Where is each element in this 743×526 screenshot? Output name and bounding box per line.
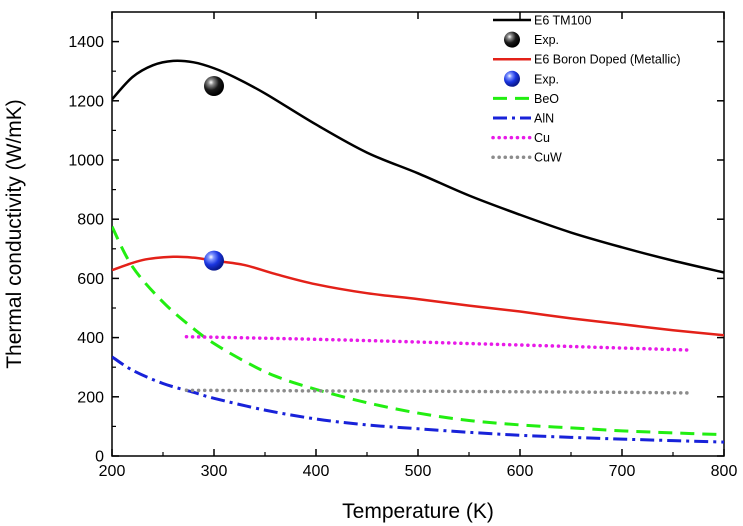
series-line-e6-tm100 xyxy=(112,59,724,274)
x-tick-label-200: 200 xyxy=(99,463,126,480)
x-tick-label-500: 500 xyxy=(405,463,432,480)
legend-swatch-exp-3 xyxy=(504,70,520,87)
legend-label-exp: Exp. xyxy=(534,33,559,47)
x-tick-label-800: 800 xyxy=(711,463,738,480)
series-line-beo xyxy=(112,225,724,437)
x-tick-label-300: 300 xyxy=(201,463,228,480)
y-tick-label-1400: 1400 xyxy=(68,34,104,51)
legend-label-beo: BeO xyxy=(534,92,559,106)
y-tick-label-400: 400 xyxy=(77,330,104,347)
y-tick-label-1000: 1000 xyxy=(68,153,104,170)
y-tick-label-0: 0 xyxy=(95,449,104,466)
x-tick-label-400: 400 xyxy=(303,463,330,480)
y-tick-label-200: 200 xyxy=(77,389,104,406)
x-tick-label-600: 600 xyxy=(507,463,534,480)
y-tick-label-600: 600 xyxy=(77,271,104,288)
legend-label-exp: Exp. xyxy=(534,72,559,86)
series-line-aln xyxy=(112,355,724,444)
series-line-cuw xyxy=(184,388,691,395)
legend-label-cuw: CuW xyxy=(534,151,562,165)
series-line-e6-boron-doped-metallic xyxy=(112,255,724,337)
exp-point-1-0 xyxy=(204,76,224,96)
x-tick-label-700: 700 xyxy=(609,463,636,480)
y-axis-title: Thermal conductivity (W/mK) xyxy=(3,99,26,369)
markers-layer xyxy=(204,76,224,271)
series-line-cu xyxy=(184,334,691,352)
legend-label-e6-boron-doped-metallic: E6 Boron Doped (Metallic) xyxy=(534,53,681,67)
legend-swatch-exp-1 xyxy=(504,31,520,48)
legend-label-e6-tm100: E6 TM100 xyxy=(534,14,591,28)
y-tick-label-1200: 1200 xyxy=(68,93,104,110)
legend-label-aln: AlN xyxy=(534,112,554,126)
y-tick-label-800: 800 xyxy=(77,212,104,229)
x-axis-title: Temperature (K) xyxy=(342,500,494,523)
ticks-layer: 200 300 400 500 600 700 8000200400600800100012… xyxy=(68,12,737,480)
series-layer xyxy=(112,59,724,444)
exp-point-3-0 xyxy=(204,250,224,271)
legend-label-cu: Cu xyxy=(534,131,550,145)
legend: E6 TM100 Exp. E6 Boron Doped (Metallic) Exp… xyxy=(491,14,681,165)
